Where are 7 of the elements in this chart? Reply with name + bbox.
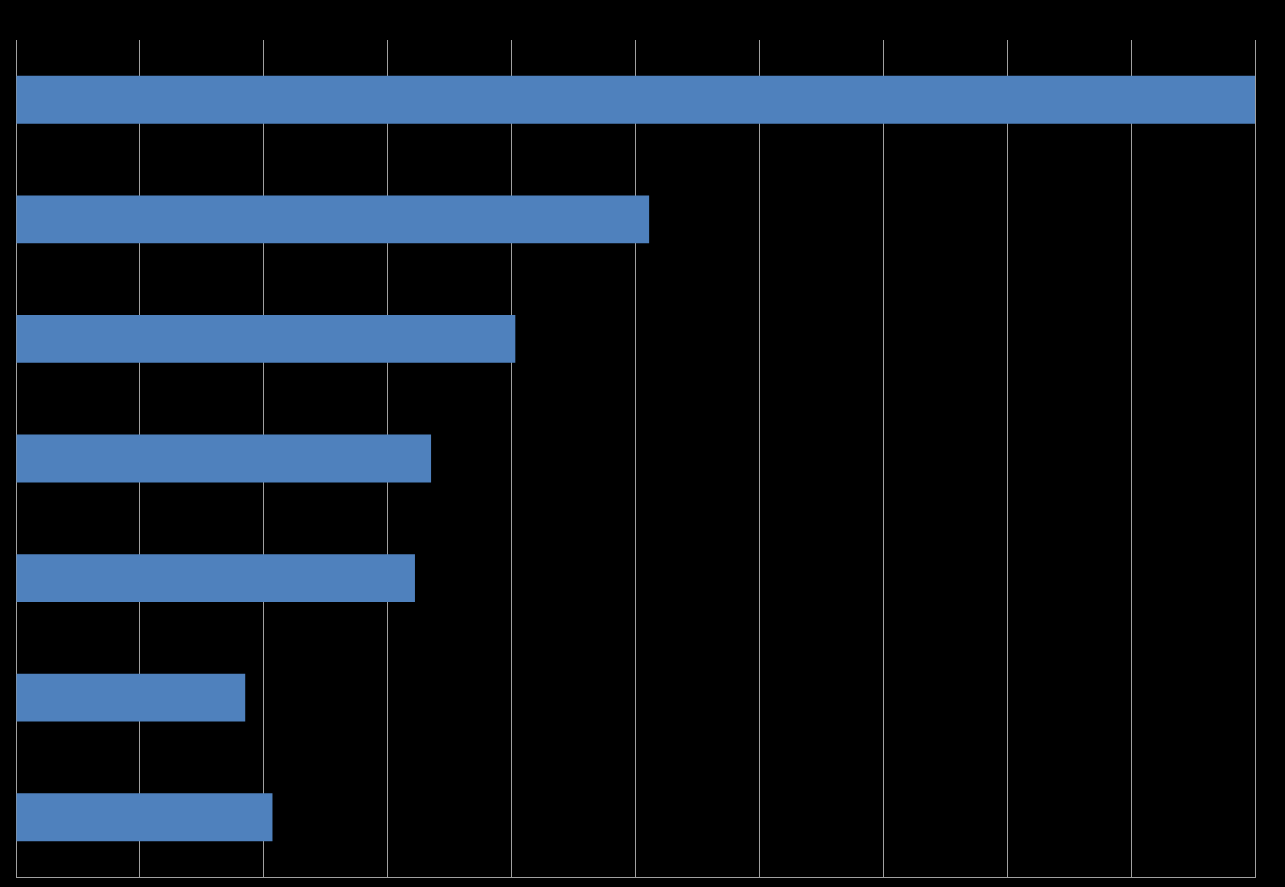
bar [16,673,246,722]
bar [16,793,273,842]
bar [16,195,650,244]
bar [16,315,516,363]
bar [16,554,415,602]
bar [16,434,432,483]
bar [16,75,1255,124]
